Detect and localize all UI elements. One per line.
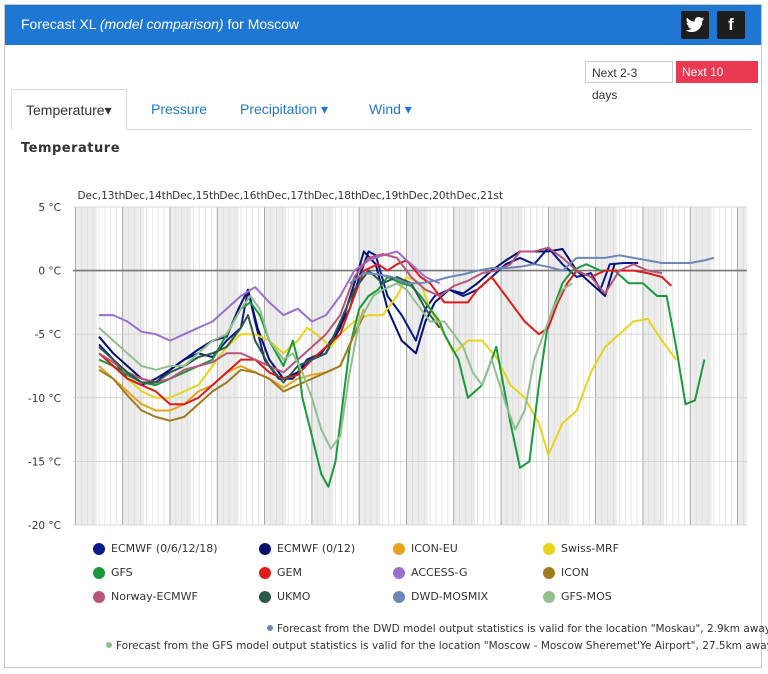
night-band <box>690 207 712 525</box>
twitter-icon[interactable] <box>681 11 709 39</box>
night-band <box>548 207 570 525</box>
legend-label: ACCESS-G <box>411 566 468 579</box>
x-tick-label: Dec,15th <box>172 190 220 202</box>
legend-label: UKMO <box>277 590 311 603</box>
legend-label: GEM <box>277 566 302 579</box>
page-title: Forecast XL (model comparison) for Mosco… <box>21 16 299 32</box>
y-tick-label: -10 °C <box>28 393 61 405</box>
legend-swatch <box>543 567 555 579</box>
widget-frame: Forecast XL (model comparison) for Mosco… <box>4 4 768 668</box>
tab-pressure-label: Pressure <box>151 101 208 117</box>
night-band <box>642 207 665 525</box>
tab-precipitation[interactable]: Precipitation ▾ <box>240 89 328 129</box>
tab-pressure[interactable]: Pressure <box>151 89 207 129</box>
gfs-mos-note: Forecast from the GFS model output stati… <box>106 640 768 652</box>
legend-swatch <box>393 567 405 579</box>
x-tick-label: Dec,19th <box>361 190 409 202</box>
legend-swatch <box>259 567 271 579</box>
y-tick-label: -5 °C <box>35 329 61 341</box>
tab-wind[interactable]: Wind ▾ <box>369 89 412 129</box>
series-line-norway-ecmwf <box>98 246 663 384</box>
legend-swatch <box>93 591 105 603</box>
next-10-days-button[interactable]: Next 10 days <box>676 61 758 101</box>
night-band <box>311 207 334 525</box>
series-line-swiss-mrf <box>98 276 677 456</box>
tab-bar: Temperature▾ Pressure Precipitation ▾ Wi… <box>11 89 751 130</box>
title-italic: (model comparison) <box>99 16 224 32</box>
legend-label: ECMWF (0/12) <box>277 542 356 555</box>
section-title: Temperature <box>21 141 121 156</box>
y-tick-label: -15 °C <box>28 456 61 468</box>
facebook-icon[interactable]: f <box>717 11 745 39</box>
night-band <box>75 207 97 525</box>
title-prefix: Forecast XL <box>21 16 96 32</box>
legend-swatch <box>393 591 405 603</box>
legend-label: GFS <box>111 566 133 579</box>
x-tick-label: Dec,17th <box>267 190 315 202</box>
night-band <box>217 207 239 525</box>
x-tick-label: Dec,16th <box>219 190 267 202</box>
legend-label: DWD-MOSMIX <box>411 590 489 603</box>
tab-precipitation-label: Precipitation <box>240 101 318 117</box>
x-tick-label: Dec,14th <box>125 190 173 202</box>
legend-label: ECMWF (0/6/12/18) <box>111 542 218 555</box>
legend-label: Norway-ECMWF <box>111 590 198 603</box>
night-band <box>453 207 476 525</box>
gfs-mos-note-text: Forecast from the GFS model output stati… <box>116 640 768 652</box>
legend-swatch <box>259 543 271 555</box>
tab-temperature-label: Temperature <box>26 102 105 118</box>
legend-swatch <box>393 543 405 555</box>
x-tick-label: Dec,21st <box>456 190 503 202</box>
series-line-icon <box>98 314 365 422</box>
x-tick-label: Dec,13th <box>77 190 125 202</box>
y-tick-label: -20 °C <box>28 520 61 532</box>
series-line-dwd-mosmix <box>349 254 715 285</box>
legend-swatch <box>259 591 271 603</box>
x-tick-label: Dec,20th <box>409 190 457 202</box>
legend-swatch <box>543 591 555 603</box>
chevron-down-icon: ▾ <box>404 101 412 117</box>
title-suffix: for Moscow <box>227 16 300 32</box>
chevron-down-icon: ▾ <box>104 102 112 118</box>
night-band <box>406 207 428 525</box>
facebook-glyph: f <box>728 15 734 34</box>
tab-temperature[interactable]: Temperature▾ <box>11 89 127 130</box>
legend-label: Swiss-MRF <box>561 542 619 555</box>
series-line-gem <box>98 259 672 406</box>
night-band <box>359 207 381 525</box>
legend-swatch <box>93 567 105 579</box>
dwd-note: Forecast from the DWD model output stati… <box>267 623 768 635</box>
legend-swatch <box>543 543 555 555</box>
x-tick-label: Dec,18th <box>314 190 362 202</box>
note-bullet <box>106 642 112 648</box>
legend-label: ICON <box>561 566 589 579</box>
chevron-down-icon: ▾ <box>320 101 328 117</box>
note-bullet <box>267 625 273 631</box>
series-line-ukmo <box>98 269 441 384</box>
night-band <box>595 207 617 525</box>
legend-label: ICON-EU <box>411 542 458 555</box>
legend-swatch <box>93 543 105 555</box>
y-tick-label: 5 °C <box>38 202 61 214</box>
tab-wind-label: Wind <box>369 101 401 117</box>
next-2-3-days-button[interactable]: Next 2-3 days <box>585 61 673 102</box>
legend-label: GFS-MOS <box>561 590 612 603</box>
night-band <box>501 207 523 525</box>
night-band <box>122 207 144 525</box>
y-tick-label: 0 °C <box>38 266 61 278</box>
night-band <box>737 207 747 525</box>
dwd-note-text: Forecast from the DWD model output stati… <box>277 623 768 635</box>
series-line-access-g <box>99 250 441 342</box>
header-bar: Forecast XL (model comparison) for Mosco… <box>5 5 761 45</box>
series-line-gfs-mos <box>98 282 573 450</box>
